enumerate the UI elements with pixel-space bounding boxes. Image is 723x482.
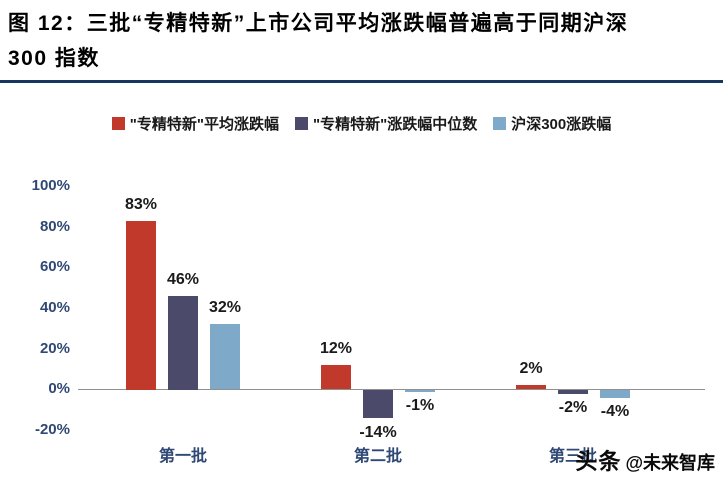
- y-axis-tick-label: 0%: [48, 380, 70, 398]
- legend-label: "专精特新"平均涨跌幅: [129, 116, 279, 133]
- x-axis-category-label: 第三批: [548, 448, 597, 465]
- y-axis-tick-label: 40%: [39, 299, 70, 316]
- bar-value-label: -4%: [600, 403, 630, 420]
- bar-value-label: 83%: [124, 196, 158, 213]
- y-axis-tick-label: 20%: [39, 339, 70, 357]
- bar: [516, 385, 546, 389]
- bar: [405, 390, 435, 392]
- y-axis-tick-label: 80%: [39, 217, 70, 235]
- y-axis-tick-label: -20%: [34, 421, 70, 438]
- bar-value-label: -2%: [558, 399, 588, 416]
- chart-legend: "专精特新"平均涨跌幅 "专精特新"涨跌幅中位数 沪深300涨跌幅: [0, 113, 723, 134]
- figure-title-line1: 图 12：三批“专精特新”上市公司平均涨跌幅普遍高于同期沪深: [8, 12, 629, 35]
- legend-swatch: [493, 117, 507, 130]
- bar-value-label: -14%: [359, 424, 397, 441]
- toutiao-brand-text: 头条: [575, 449, 622, 474]
- bar-value-label: 12%: [319, 340, 353, 357]
- bar-value-label: -1%: [405, 397, 435, 414]
- zero-axis-line: [78, 389, 705, 390]
- legend-item: 沪深300涨跌幅: [493, 113, 611, 134]
- bar-value-label: 2%: [519, 360, 543, 377]
- figure-title-line2: 300 指数: [8, 47, 100, 70]
- legend-label: "专精特新"涨跌幅中位数: [312, 116, 478, 133]
- y-axis-tick-label: 60%: [39, 258, 70, 276]
- bar: [126, 221, 156, 390]
- bar: [321, 365, 351, 389]
- bar: [558, 390, 588, 394]
- legend-item: "专精特新"平均涨跌幅: [111, 113, 279, 134]
- legend-swatch: [111, 117, 125, 130]
- bar: [168, 296, 198, 390]
- legend-label: 沪深300涨跌幅: [511, 116, 612, 133]
- figure-title: 图 12：三批“专精特新”上市公司平均涨跌幅普遍高于同期沪深 300 指数: [8, 6, 718, 76]
- watermark: 头条 @未来智库: [575, 444, 715, 476]
- bar: [600, 390, 630, 398]
- bar: [363, 390, 393, 418]
- y-axis-tick-label: 100%: [31, 177, 70, 194]
- bar-value-label: 46%: [166, 271, 200, 288]
- watermark-handle: @未来智库: [625, 453, 715, 473]
- legend-swatch: [294, 117, 308, 130]
- bar: [210, 324, 240, 389]
- bar-value-label: 32%: [208, 299, 242, 316]
- legend-item: "专精特新"涨跌幅中位数: [294, 113, 478, 134]
- title-underline: [0, 80, 723, 83]
- x-axis-category-label: 第一批: [158, 448, 207, 465]
- x-axis-category-label: 第二批: [353, 448, 402, 465]
